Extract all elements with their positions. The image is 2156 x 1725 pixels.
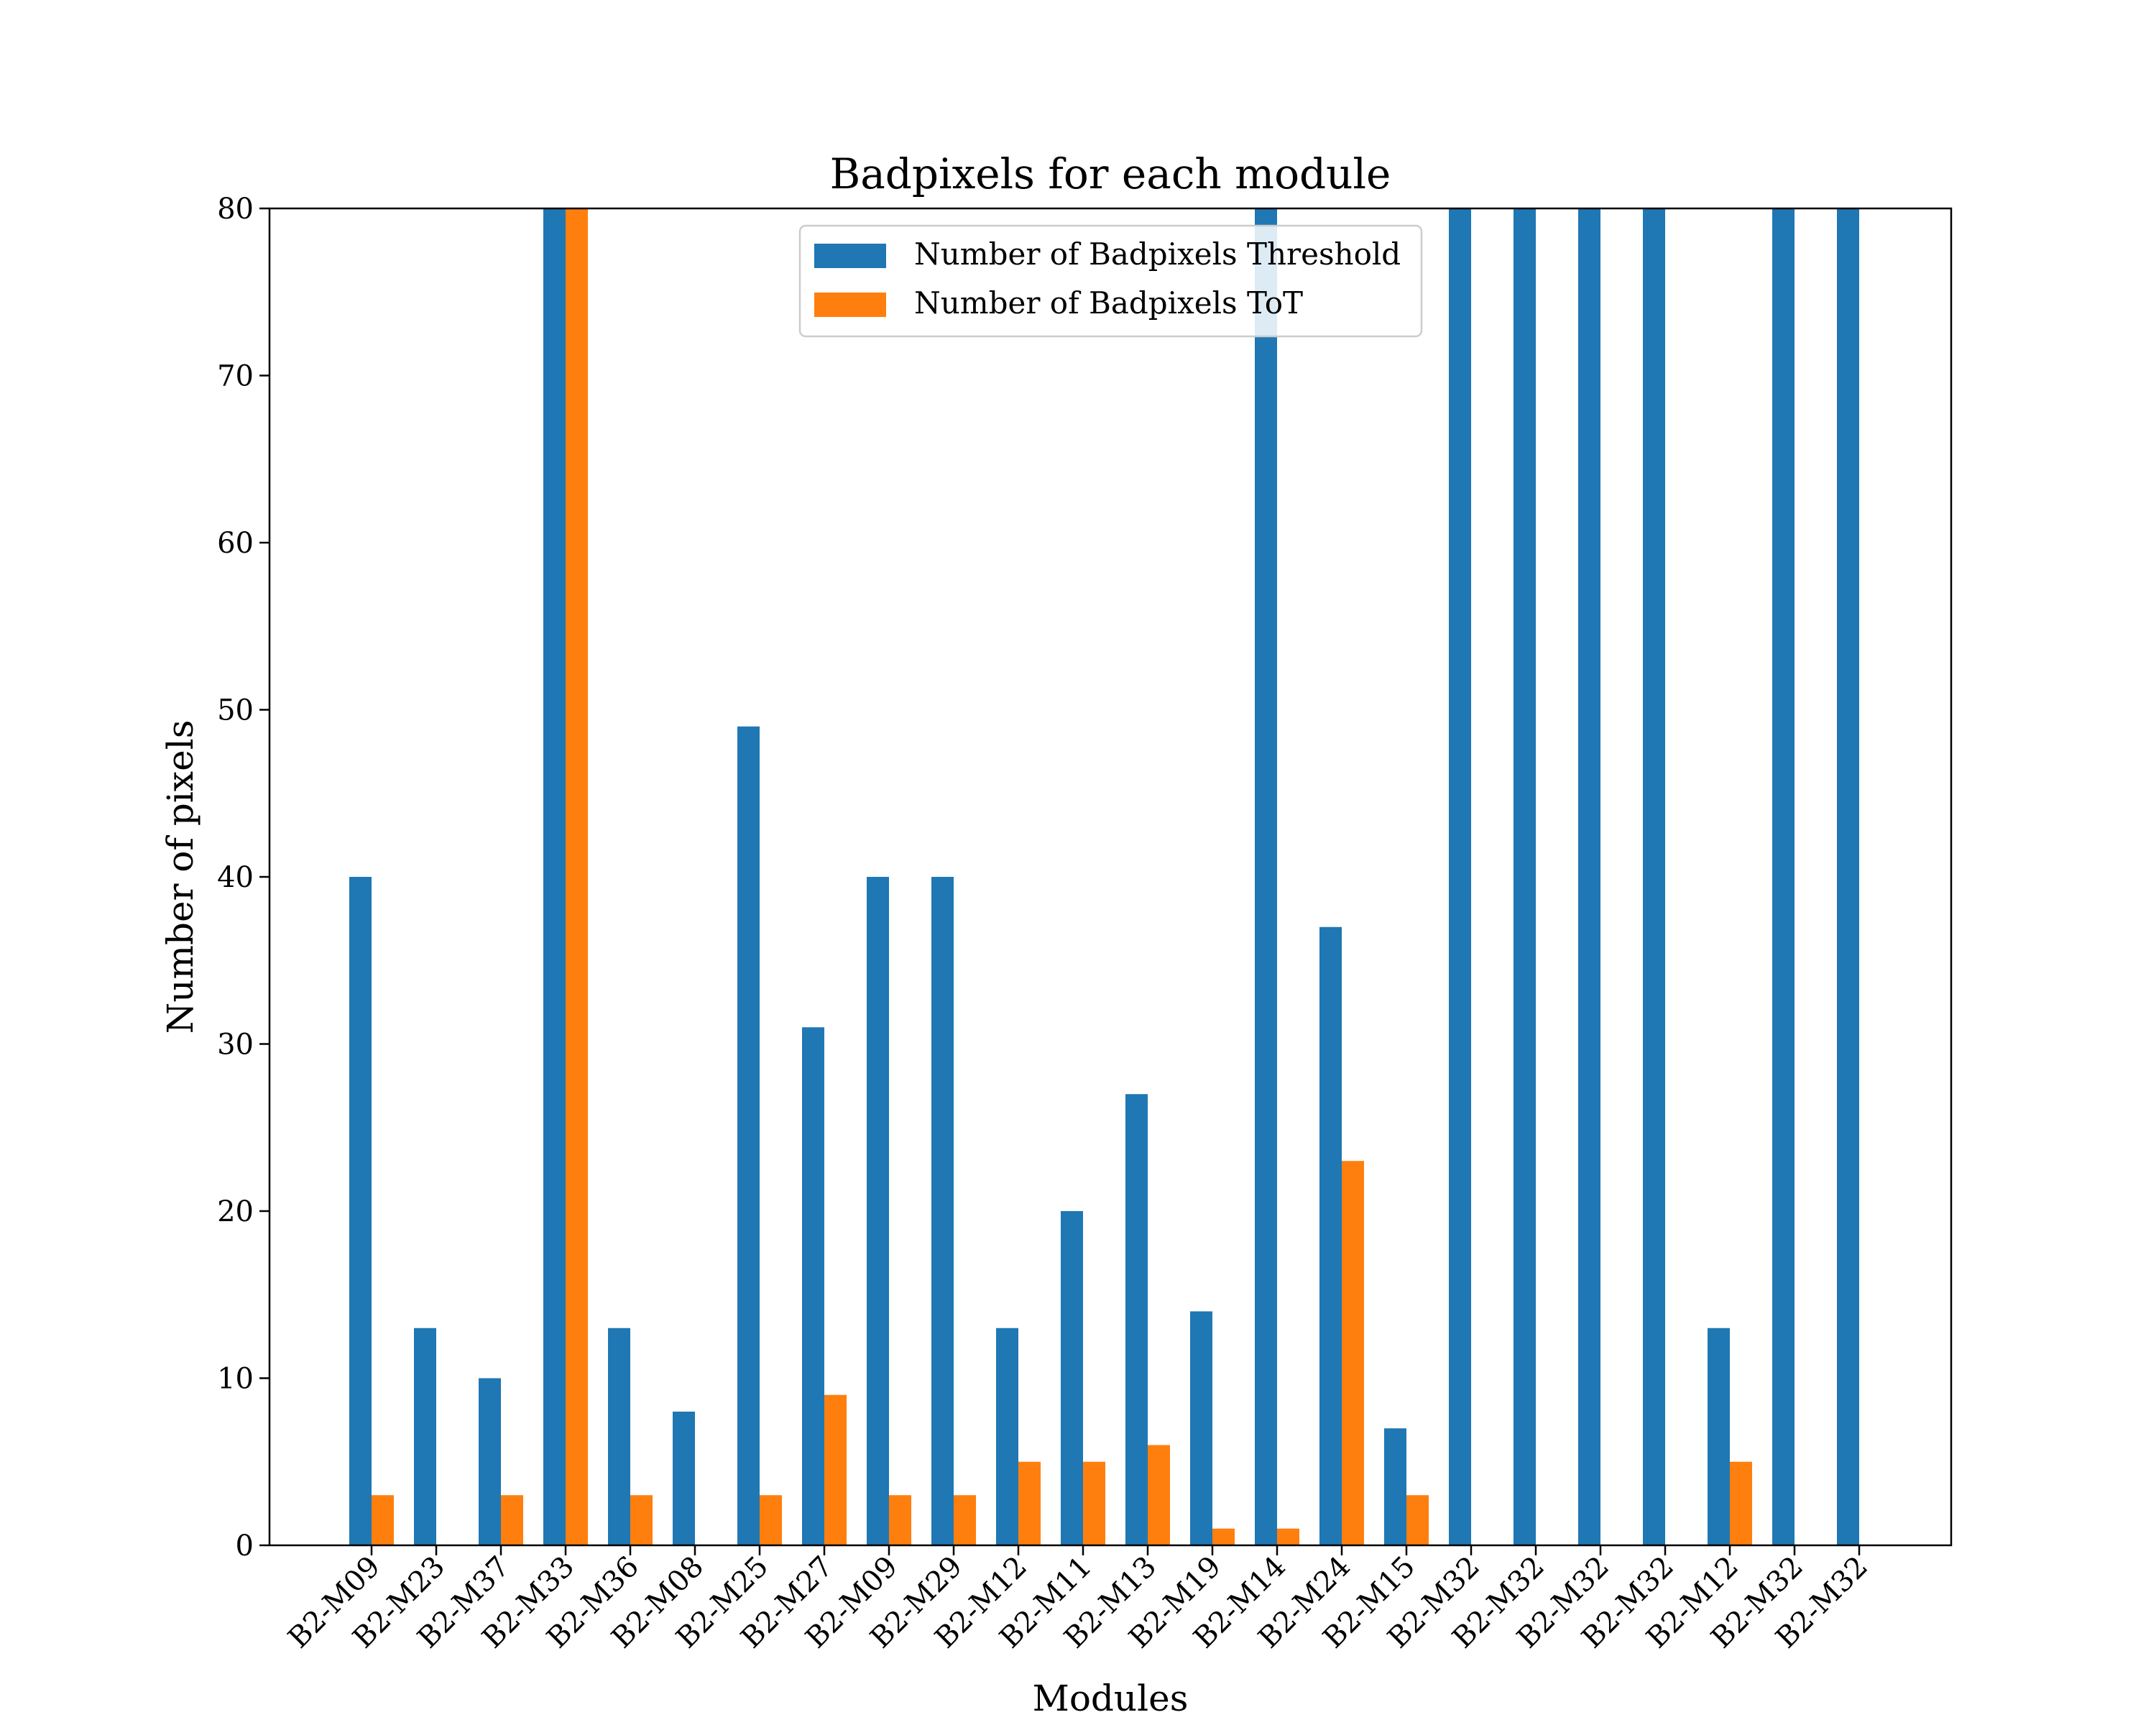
y-tick-label: 10 <box>217 1363 254 1396</box>
y-tick-label: 70 <box>217 360 254 393</box>
bar-threshold-15 <box>1319 926 1342 1545</box>
bar-threshold-1 <box>414 1328 436 1545</box>
x-axis-title: Modules <box>1033 1678 1189 1719</box>
bar-tot-16 <box>1406 1495 1429 1545</box>
bar-threshold-4 <box>608 1328 630 1545</box>
x-axis: B2-M09B2-M23B2-M37B2-M33B2-M36B2-M08B2-M… <box>282 1545 1874 1655</box>
y-tick-label: 40 <box>217 861 254 894</box>
bar-tot-8 <box>889 1495 911 1545</box>
bar-tot-2 <box>501 1495 523 1545</box>
bar-threshold-2 <box>479 1378 501 1545</box>
bar-threshold-23 <box>1837 208 1859 1545</box>
bar-threshold-18 <box>1514 208 1536 1545</box>
y-tick-label: 80 <box>217 193 254 226</box>
bar-threshold-10 <box>996 1328 1018 1545</box>
bar-tot-10 <box>1018 1461 1041 1545</box>
legend: Number of Badpixels Threshold Number of … <box>798 224 1423 338</box>
bar-tot-7 <box>824 1394 847 1545</box>
legend-swatch-threshold <box>814 244 886 268</box>
bar-tot-4 <box>630 1495 653 1545</box>
legend-label-tot: Number of Badpixels ToT <box>914 285 1303 321</box>
y-tick-label: 20 <box>217 1195 254 1228</box>
bar-threshold-11 <box>1061 1211 1083 1545</box>
bar-tot-14 <box>1277 1528 1299 1545</box>
bar-tot-9 <box>954 1495 976 1545</box>
bar-threshold-20 <box>1643 208 1665 1545</box>
bar-threshold-16 <box>1384 1428 1406 1545</box>
bar-threshold-13 <box>1190 1311 1212 1545</box>
bar-tot-12 <box>1148 1445 1170 1545</box>
legend-swatch-tot <box>814 293 886 317</box>
bar-tot-0 <box>372 1495 394 1545</box>
y-tick-label: 0 <box>236 1530 254 1563</box>
bar-tot-15 <box>1342 1161 1364 1545</box>
bar-threshold-22 <box>1772 208 1795 1545</box>
bar-threshold-3 <box>543 208 566 1545</box>
y-tick-label: 30 <box>217 1029 254 1062</box>
bar-tot-6 <box>760 1495 782 1545</box>
legend-box <box>798 224 1423 338</box>
bar-threshold-12 <box>1125 1094 1148 1545</box>
plot-frame <box>268 207 1953 1547</box>
bar-threshold-9 <box>931 877 954 1545</box>
bar-threshold-8 <box>867 877 889 1545</box>
bar-threshold-14 <box>1255 208 1277 1545</box>
bar-tot-13 <box>1212 1528 1235 1545</box>
bar-tot-3 <box>566 208 588 1545</box>
y-axis: 0 10 20 30 40 50 60 70 80 <box>217 193 270 1563</box>
bar-threshold-6 <box>737 726 760 1545</box>
chart-title: Badpixels for each module <box>830 150 1391 198</box>
y-tick-label: 60 <box>217 527 254 560</box>
y-axis-title: Number of pixels <box>160 720 201 1034</box>
legend-label-threshold: Number of Badpixels Threshold <box>914 236 1401 272</box>
bar-threshold-7 <box>802 1027 824 1545</box>
bar-threshold-0 <box>349 877 372 1545</box>
bar-threshold-21 <box>1708 1328 1730 1545</box>
bar-threshold-5 <box>673 1412 695 1545</box>
bar-threshold-17 <box>1449 208 1471 1545</box>
bar-threshold-19 <box>1578 208 1600 1545</box>
y-tick-label: 50 <box>217 694 254 727</box>
bar-tot-21 <box>1730 1461 1752 1545</box>
bar-tot-11 <box>1083 1461 1105 1545</box>
bars-layer <box>349 208 1859 1545</box>
